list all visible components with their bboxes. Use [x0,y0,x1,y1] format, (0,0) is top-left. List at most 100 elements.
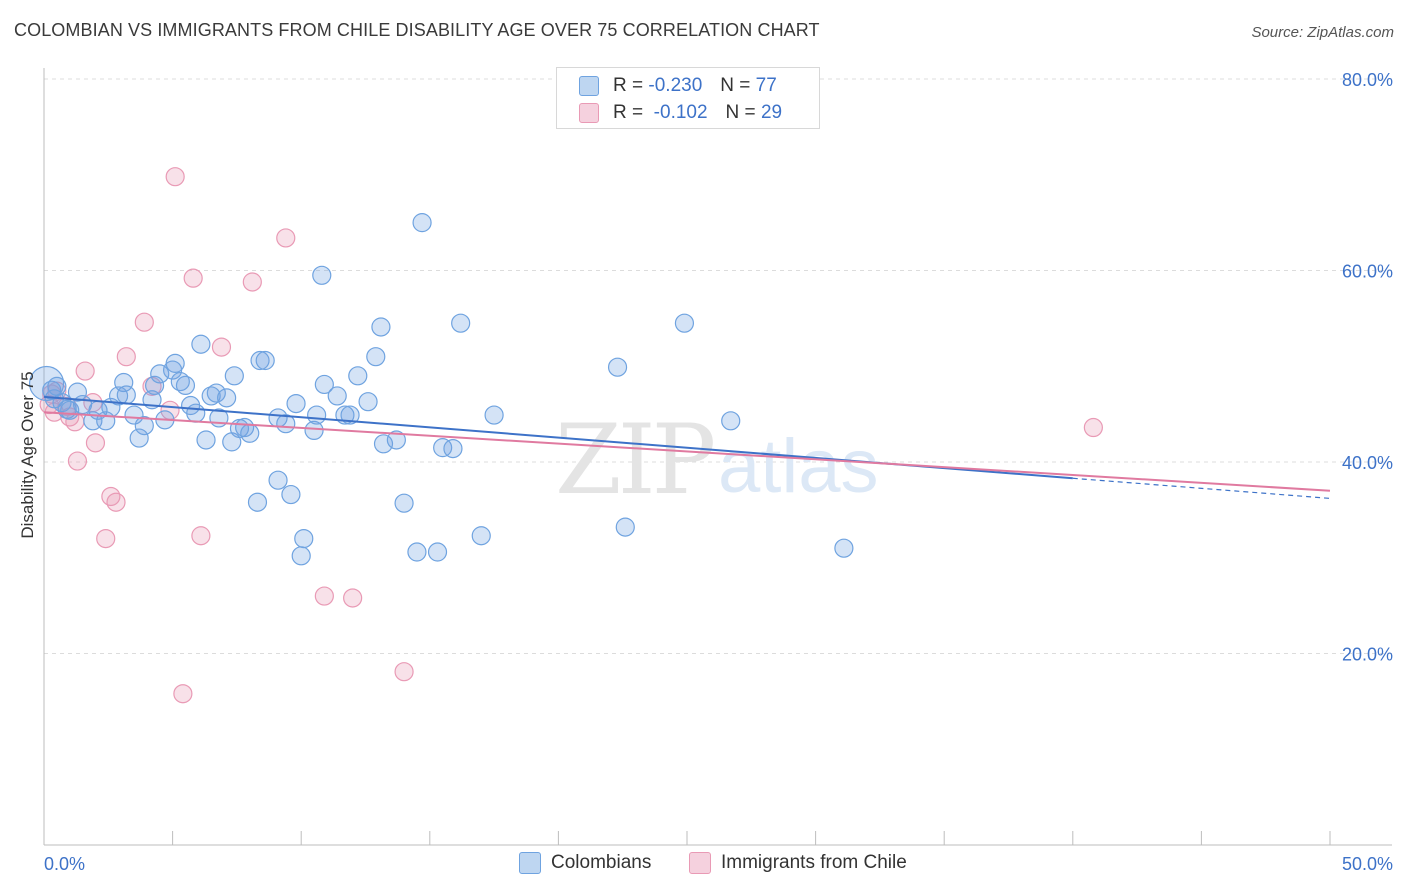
data-point [106,492,126,512]
legend-r-value: -0.230 [648,75,703,96]
data-point [85,433,106,453]
legend-label-colombians: Colombians [551,852,652,873]
data-point [206,383,226,403]
source-note: Source: ZipAtlas.com [1251,24,1394,41]
data-point [150,364,170,384]
data-point [170,371,190,392]
data-point [343,588,363,608]
data-point [75,361,95,381]
data-point [250,350,270,371]
y-axis-label: Disability Age Over 75 [18,371,37,539]
data-point [340,405,360,425]
data-point [386,430,406,450]
data-point [175,375,196,395]
tick-labels: 20.0% 40.0% 60.0% 80.0% 0.0% 50.0% [44,70,1393,874]
data-point [394,662,414,682]
x-tick-label: 50.0% [1342,854,1393,874]
data-point [191,334,211,354]
grid-lines [44,78,1392,654]
data-point [96,528,116,549]
data-point [101,486,121,507]
data-point [294,528,314,549]
data-point [144,375,165,395]
data-point [314,374,334,395]
data-point [721,411,741,431]
legend-swatch-colombians [519,852,541,874]
watermark-zip: ZIP [555,404,714,516]
data-point [165,353,185,373]
data-point [114,372,134,393]
data-point [304,420,324,441]
data-point [314,586,334,606]
data-point [235,417,255,438]
data-point [173,684,193,704]
axes [43,68,1392,846]
data-point [607,357,628,377]
data-point [327,386,347,406]
legend-r-label: R = [613,75,644,96]
data-point [211,337,232,357]
data-point [242,272,262,292]
x-tick-label: 0.0% [44,854,85,874]
trend-line-colombians-extension [1072,477,1331,499]
correlation-legend: R = -0.230 N = 77 R = -0.102 N = 29 [556,67,820,129]
data-point [134,312,154,332]
data-point [134,416,154,436]
y-tick-label: 80.0% [1342,70,1393,90]
data-point [240,423,260,443]
legend-n-label: N = [725,102,756,123]
data-point [366,347,386,367]
series-legend: Colombians Immigrants from Chile [0,852,1406,876]
legend-n-value: 77 [755,75,777,96]
data-point [394,493,414,513]
data-point [165,167,185,187]
data-point [615,517,635,537]
data-point [427,542,448,562]
data-point [286,393,306,414]
data-point [276,228,296,248]
data-point [834,538,854,558]
data-point [307,405,327,425]
data-point [116,385,136,405]
legend-row-chile: R = -0.102 N = 29 [579,101,782,125]
legend-n-value: 29 [760,102,783,123]
data-point [451,313,471,333]
data-point [67,382,88,402]
watermark-atlas: atlas [718,424,879,509]
legend-r-label: R = [613,102,644,123]
data-point [312,265,332,285]
legend-swatch-chile [689,852,711,874]
data-point [186,403,206,423]
legend-n-label: N = [720,75,751,96]
data-point [291,546,311,566]
legend-r-value: -0.102 [653,102,708,123]
data-point [217,388,237,408]
data-point [358,392,378,412]
data-point [47,376,67,396]
data-point [371,317,391,337]
data-point [255,350,275,371]
data-point [224,366,244,386]
data-point [191,526,211,546]
legend-row-colombians: R = -0.230 N = 77 [579,74,777,98]
data-point [484,405,504,425]
trend-lines [43,395,1331,499]
watermark: ZIP atlas [555,404,879,516]
data-point [407,542,427,562]
series-colombians [28,213,854,566]
data-point [443,438,463,459]
data-point [201,386,221,406]
data-point [129,428,149,448]
trend-line-chile [43,411,1331,492]
legend-item-colombians[interactable]: Colombians [519,852,651,874]
data-point [1083,417,1103,438]
data-point [433,438,453,458]
y-tick-label: 20.0% [1342,645,1393,665]
y-tick-label: 60.0% [1342,262,1393,282]
chart-title: COLOMBIAN VS IMMIGRANTS FROM CHILE DISAB… [14,20,820,40]
data-point [268,470,288,490]
y-tick-label: 40.0% [1342,453,1393,473]
legend-item-chile[interactable]: Immigrants from Chile [689,852,907,874]
data-point [116,347,136,367]
